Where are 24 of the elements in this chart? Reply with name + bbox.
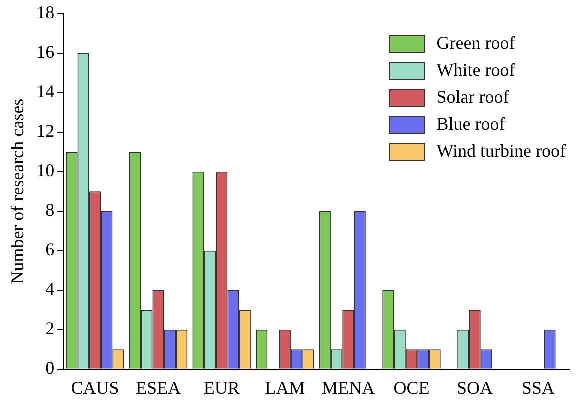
legend-label: Blue roof bbox=[436, 114, 506, 135]
x-tick-label: LAM bbox=[265, 378, 306, 398]
y-tick-label: 16 bbox=[36, 42, 55, 62]
x-tick-label: EUR bbox=[204, 378, 240, 398]
x-tick-label: MENA bbox=[322, 378, 375, 398]
y-tick-label: 2 bbox=[46, 318, 55, 339]
y-tick-label: 6 bbox=[46, 240, 55, 260]
y-tick-label: 0 bbox=[46, 358, 55, 378]
y-tick-label: 18 bbox=[36, 2, 55, 23]
legend-label: Green roof bbox=[436, 33, 516, 54]
y-tick-label: 14 bbox=[36, 82, 55, 102]
y-axis-title: Number of research cases bbox=[8, 98, 28, 284]
legend-label: Wind turbine roof bbox=[436, 141, 566, 162]
y-tick-label: 10 bbox=[36, 160, 55, 181]
legend-label: White roof bbox=[436, 60, 516, 81]
x-tick-label: ESEA bbox=[136, 378, 182, 398]
x-tick-label: SOA bbox=[457, 378, 494, 398]
legend-label: Solar roof bbox=[436, 87, 510, 108]
x-tick-label: OCE bbox=[394, 378, 430, 398]
x-tick-label: SSA bbox=[522, 378, 555, 398]
y-tick-label: 4 bbox=[46, 279, 55, 300]
y-tick-label: 12 bbox=[36, 121, 55, 142]
y-tick-label: 8 bbox=[46, 200, 55, 220]
x-tick-label: CAUS bbox=[71, 378, 120, 398]
